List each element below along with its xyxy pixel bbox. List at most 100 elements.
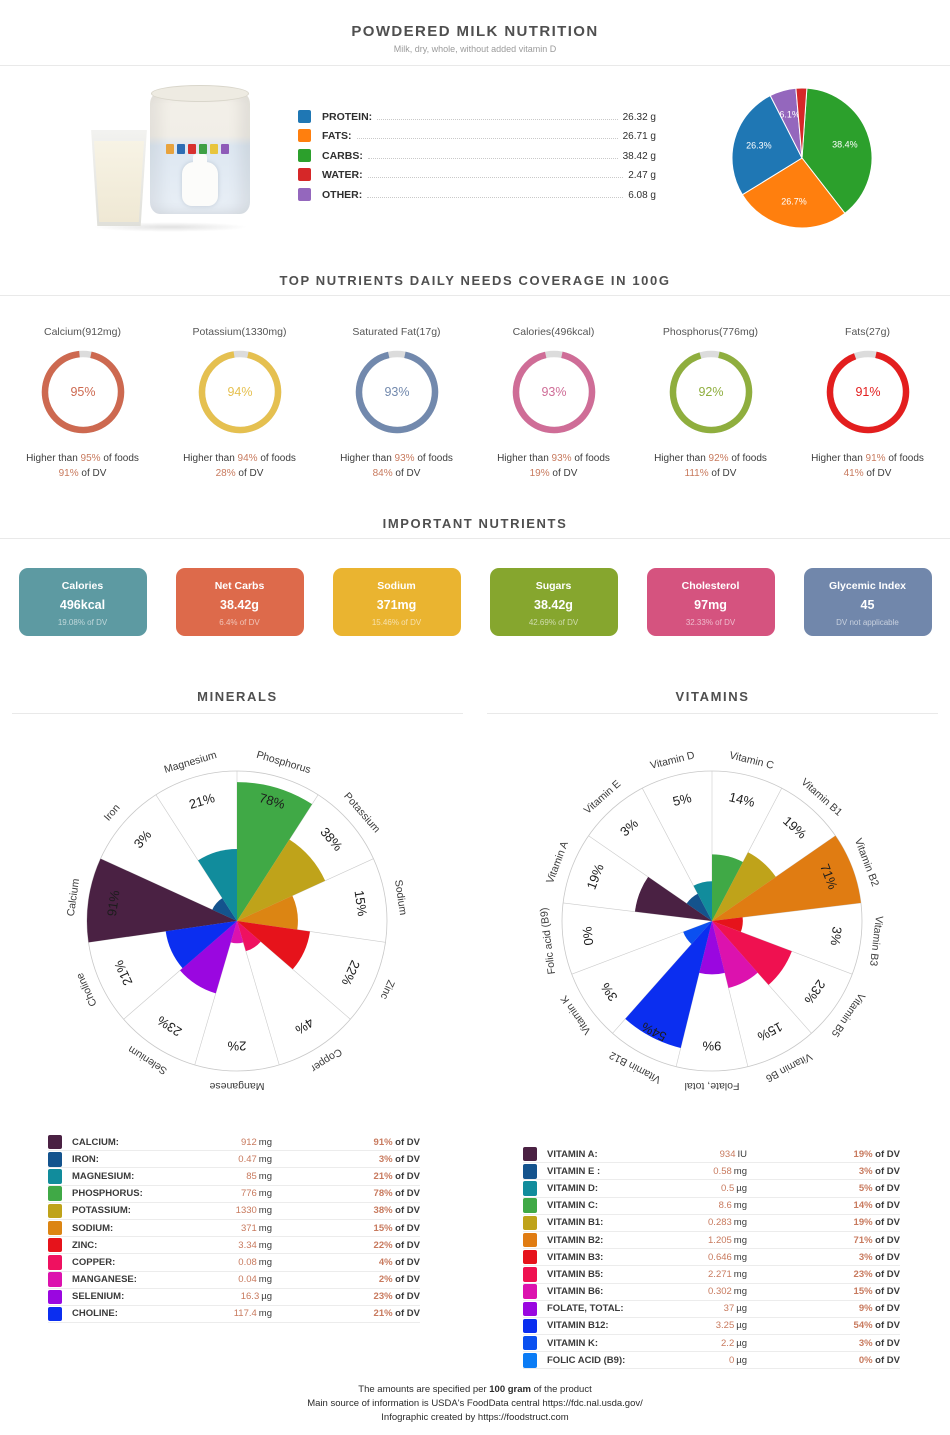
row-dv-percent: 3% xyxy=(858,1251,873,1263)
donut-foot-dv-percent: 41% xyxy=(843,468,864,479)
row-color-swatch xyxy=(523,1198,537,1213)
donut-foot-dv: 41% of DV xyxy=(843,468,892,479)
row-amount-number: 934 xyxy=(719,1148,736,1160)
rose-category-label: Manganese xyxy=(209,1080,264,1092)
row-amount-number: 776 xyxy=(240,1188,257,1200)
rose-category-label: Vitamin E xyxy=(582,778,623,817)
table-row: COPPER: 0.08 mg 4% of DV xyxy=(48,1254,420,1272)
row-dv: 21% of DV xyxy=(373,1170,420,1182)
row-amount-number: 16.3 xyxy=(240,1291,260,1303)
row-amount-unit: µg xyxy=(736,1354,747,1366)
row-dv-percent: 71% xyxy=(853,1234,873,1246)
donut-chart: 93% xyxy=(512,350,595,434)
row-name: MAGNESIUM: xyxy=(72,1170,135,1182)
donut-foot-dv: 111% of DV xyxy=(684,468,737,479)
header: POWDERED MILK NUTRITION Milk, dry, whole… xyxy=(0,0,950,66)
donut-cell: Phosphorus(776mg) 92% Higher than 92% of f… xyxy=(632,326,789,481)
row-amount: 1.205 mg xyxy=(667,1235,747,1246)
rose-percent-label: 23% xyxy=(154,1013,184,1040)
row-amount: 1330 mg xyxy=(192,1205,272,1216)
rose-category-label: Selenium xyxy=(126,1043,170,1077)
row-dv-percent: 38% xyxy=(373,1205,393,1217)
vitamins-rose-chart: Vitamin A 19% Vitamin E 3% Vitamin D 5% Vitami… xyxy=(475,716,950,1134)
row-dv-percent: 5% xyxy=(858,1182,873,1194)
donut-foot-foods: Higher than 93% of foods xyxy=(340,453,453,464)
rose-category-label: Vitamin B6 xyxy=(763,1050,814,1084)
row-amount-unit: mg xyxy=(733,1200,747,1212)
rose-category-label: Magnesium xyxy=(163,749,219,776)
row-dv-percent: 22% xyxy=(373,1239,393,1251)
legend-value: 2.47 g xyxy=(628,170,656,182)
canister-lid-icon xyxy=(151,85,249,102)
donut-foot-dv-percent: 91% xyxy=(58,468,79,479)
donut-foot-foods-percent: 93% xyxy=(394,453,415,464)
row-dv-percent: 54% xyxy=(853,1320,873,1332)
row-color-swatch xyxy=(523,1318,537,1334)
row-name: SODIUM: xyxy=(72,1222,114,1234)
row-name: VITAMIN B1: xyxy=(547,1217,604,1229)
row-color-swatch xyxy=(48,1289,62,1305)
rose-category-label: Potassium xyxy=(341,790,382,835)
row-name: COPPER: xyxy=(72,1256,116,1268)
donut-title: Fats(27g) xyxy=(845,326,890,338)
table-row: VITAMIN A: 934 IU 19% of DV xyxy=(523,1146,900,1164)
rose-sector xyxy=(237,839,326,921)
row-name: FOLIC ACID (B9): xyxy=(547,1354,626,1366)
row-amount: 3.25 µg xyxy=(667,1320,747,1331)
row-dv: 3% of DV xyxy=(858,1337,900,1349)
row-color-swatch xyxy=(48,1237,62,1253)
card-value: 496kcal xyxy=(59,598,106,612)
rose-sector xyxy=(699,921,725,975)
row-dv: 38% of DV xyxy=(373,1205,420,1217)
row-color-swatch xyxy=(48,1169,62,1184)
row-dv-percent: 3% xyxy=(858,1337,873,1349)
table-row: VITAMIN B12: 3.25 µg 54% of DV xyxy=(523,1318,900,1336)
card-value: 97mg xyxy=(694,598,727,612)
rose-sector xyxy=(230,921,244,944)
row-amount: 776 mg xyxy=(192,1188,272,1199)
row-dv-percent: 78% xyxy=(373,1188,393,1200)
table-row: VITAMIN B1: 0.283 mg 19% of DV xyxy=(523,1215,900,1232)
row-amount-number: 912 xyxy=(240,1136,257,1148)
donut-foot-foods: Higher than 91% of foods xyxy=(811,453,924,464)
row-amount-unit: µg xyxy=(736,1182,747,1194)
card-value: 371mg xyxy=(376,598,417,612)
row-color-swatch xyxy=(523,1146,537,1162)
row-amount-unit: mg xyxy=(258,1256,272,1268)
row-amount-number: 2.271 xyxy=(708,1268,732,1280)
vitamins-table: VITAMIN A: 934 IU 19% of DV VITAMIN E : 0.58 m… xyxy=(523,1146,900,1370)
donut-percent: 91% xyxy=(855,385,880,399)
row-dv-percent: 15% xyxy=(373,1222,393,1234)
donut-foot-foods-percent: 94% xyxy=(237,453,258,464)
row-dv: 15% of DV xyxy=(853,1286,900,1298)
table-row: VITAMIN B3: 0.646 mg 3% of DV xyxy=(523,1249,900,1267)
rose-sector xyxy=(180,921,237,994)
row-name: VITAMIN B6: xyxy=(547,1286,604,1298)
donut-percent: 95% xyxy=(70,385,95,399)
row-dv-percent: 21% xyxy=(373,1308,393,1320)
footer-line-amounts: The amounts are specified per 100 gram o… xyxy=(358,1384,592,1395)
card-value: 38.42g xyxy=(534,598,573,612)
row-amount-unit: mg xyxy=(258,1222,272,1234)
row-color-swatch xyxy=(523,1284,537,1299)
rose-category-label: Vitamin A xyxy=(544,840,571,886)
row-dv-percent: 4% xyxy=(378,1256,393,1268)
table-row: MAGNESIUM: 85 mg 21% of DV xyxy=(48,1168,420,1186)
card-title: Net Carbs xyxy=(214,580,265,592)
table-row: VITAMIN B6: 0.302 mg 15% of DV xyxy=(523,1284,900,1301)
row-name: MANGANESE: xyxy=(72,1274,137,1286)
card-dv: 32.33% of DV xyxy=(685,618,736,627)
rose-sector xyxy=(686,893,712,921)
row-amount: 0.58 mg xyxy=(667,1166,747,1177)
row-name: VITAMIN E : xyxy=(547,1165,601,1177)
row-dv-percent: 23% xyxy=(373,1291,393,1303)
rose-outer-circle xyxy=(86,770,388,1072)
legend-value: 38.42 g xyxy=(622,150,656,162)
rose-grid-line xyxy=(711,920,812,1034)
row-amount-unit: mg xyxy=(733,1234,747,1246)
row-amount-unit: µg xyxy=(736,1303,747,1315)
donut-foot-foods: Higher than 94% of foods xyxy=(183,453,296,464)
card-value: 38.42g xyxy=(220,598,259,612)
donut-foot-foods-percent: 93% xyxy=(551,453,572,464)
row-amount-number: 0.04 xyxy=(238,1274,257,1286)
